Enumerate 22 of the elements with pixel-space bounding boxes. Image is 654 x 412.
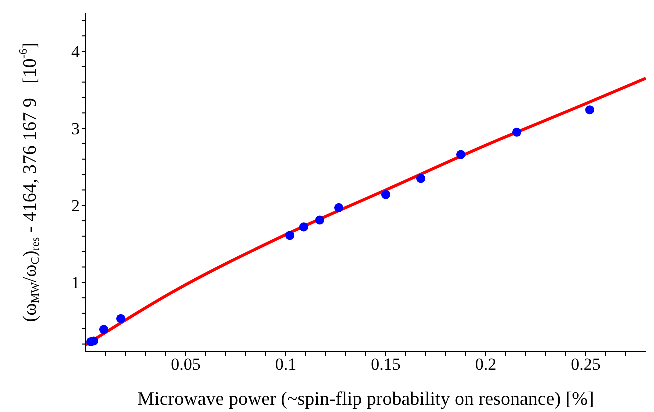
x-tick-label: 0.2 <box>475 355 497 374</box>
point <box>334 203 344 212</box>
x-axis-title: Microwave power (~spin-flip probability on resonance) [%] <box>138 389 594 410</box>
point <box>416 174 426 184</box>
x-tick-label: 0.1 <box>275 355 297 374</box>
x-tick-label: 0.25 <box>571 355 601 374</box>
y-tick-label: 2 <box>72 196 80 216</box>
point <box>116 314 126 324</box>
point <box>315 216 325 225</box>
point <box>585 106 595 115</box>
point <box>285 231 295 240</box>
x-tick-label: 0.15 <box>371 355 401 374</box>
y-tick-label: 4 <box>72 42 80 62</box>
point <box>381 190 391 200</box>
line-series <box>86 76 646 347</box>
x-tick-label: 0.05 <box>171 355 201 374</box>
point <box>299 222 309 232</box>
point <box>456 150 466 160</box>
y-tick-label: 3 <box>72 120 80 139</box>
y-tick-label: 1 <box>72 274 80 293</box>
point <box>512 128 522 137</box>
point <box>99 325 109 334</box>
